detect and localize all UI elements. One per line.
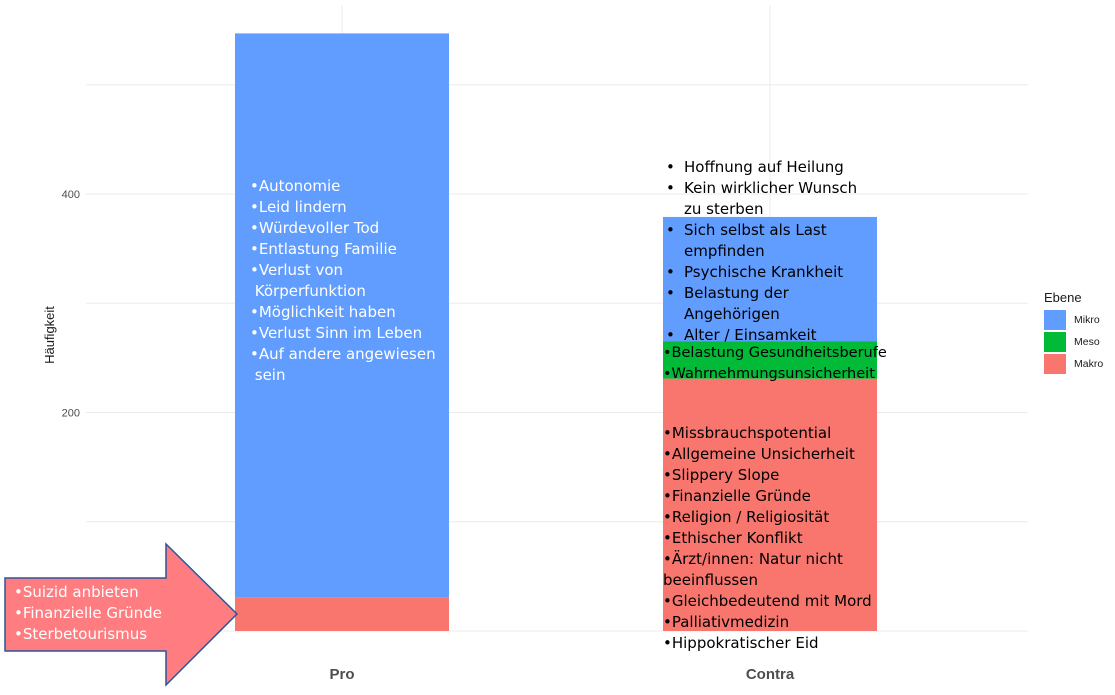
pro-mikro-annotation: •Autonomie •Leid lindern •Würdevoller To… bbox=[250, 176, 450, 386]
annotation-line: •Allgemeine Unsicherheit bbox=[663, 445, 855, 463]
legend-swatch-mikro bbox=[1044, 310, 1066, 330]
y-tick-label: 400 bbox=[62, 189, 80, 201]
legend-label-mikro: Mikro bbox=[1074, 314, 1100, 326]
annotation-line: •Missbrauchspotential bbox=[663, 424, 832, 442]
annotation-line: Körperfunktion bbox=[250, 282, 366, 300]
bar-makro-contra bbox=[663, 378, 877, 631]
grid bbox=[86, 5, 1028, 632]
y-tick-label: 200 bbox=[62, 408, 80, 420]
annotation-line: •Möglichkeit haben bbox=[250, 303, 396, 321]
annotation-line: sein bbox=[250, 366, 286, 384]
annotation-line: Alter / Einsamkeit bbox=[664, 325, 864, 346]
annotation-line: •Würdevoller Tod bbox=[250, 219, 380, 237]
contra-meso-annotation: •Belastung Gesundheitsberufe •Wahrnehmun… bbox=[663, 343, 893, 385]
annotation-line: •Auf andere angewiesen bbox=[250, 345, 436, 363]
annotation-line: Sich selbst als Last empfinden bbox=[664, 220, 864, 262]
annotation-line: •Gleichbedeutend mit Mord bbox=[663, 592, 872, 610]
x-tick-label: Pro bbox=[329, 666, 354, 683]
legend-item-makro: Makro bbox=[1044, 353, 1103, 375]
pro-makro-arrow-annotation: •Suizid anbieten •Finanzielle Gründe •St… bbox=[14, 582, 184, 645]
contra-mikro-annotation: Hoffnung auf Heilung Kein wirklicher Wun… bbox=[664, 157, 864, 346]
legend: Ebene Mikro Meso Makro bbox=[1044, 290, 1103, 375]
annotation-line: •Religion / Religiosität bbox=[663, 508, 830, 526]
annotation-line: Belastung der Angehörigen bbox=[664, 283, 864, 325]
annotation-line: Hoffnung auf Heilung bbox=[664, 157, 864, 178]
contra-makro-annotation: •Missbrauchspotential •Allgemeine Unsich… bbox=[663, 423, 873, 654]
bar-mikro-pro bbox=[235, 33, 449, 598]
annotation-line: Psychische Krankheit bbox=[664, 262, 864, 283]
legend-title: Ebene bbox=[1044, 290, 1082, 305]
annotation-line: •Palliativmedizin bbox=[663, 613, 790, 631]
annotation-line: •Leid lindern bbox=[250, 198, 347, 216]
legend-swatch-meso bbox=[1044, 332, 1066, 352]
x-tick-label: Contra bbox=[746, 666, 795, 683]
y-axis-title: Häufigkeit bbox=[42, 306, 57, 364]
legend-swatch-makro bbox=[1044, 354, 1066, 374]
annotation-line: •Hippokratischer Eid bbox=[663, 634, 819, 652]
annotation-line: •Sterbetourismus bbox=[14, 625, 148, 643]
annotation-line: •Suizid anbieten bbox=[14, 583, 139, 601]
annotation-line: •Finanzielle Gründe bbox=[14, 604, 162, 622]
annotation-line: •Verlust von bbox=[250, 261, 344, 279]
annotation-line: •Slippery Slope bbox=[663, 466, 780, 484]
legend-item-mikro: Mikro bbox=[1044, 309, 1103, 331]
legend-label-meso: Meso bbox=[1074, 336, 1100, 348]
legend-label-makro: Makro bbox=[1074, 358, 1104, 370]
annotation-line: •Wahrnehmungsunsicherheit bbox=[663, 366, 875, 382]
legend-item-meso: Meso bbox=[1044, 331, 1103, 353]
annotation-line: •Verlust Sinn im Leben bbox=[250, 324, 423, 342]
annotation-line: •Entlastung Familie bbox=[250, 240, 397, 258]
annotation-line: •Ärzt/innen: Natur nicht beeinflussen bbox=[663, 550, 843, 589]
annotation-line: •Belastung Gesundheitsberufe bbox=[663, 345, 887, 361]
bar-meso-contra bbox=[663, 341, 877, 379]
arrow-callout bbox=[4, 542, 239, 687]
annotation-line: Kein wirklicher Wunsch zu sterben bbox=[664, 178, 864, 220]
annotation-line: •Finanzielle Gründe bbox=[663, 487, 811, 505]
annotation-line: •Ethischer Konflikt bbox=[663, 529, 803, 547]
annotation-line: •Autonomie bbox=[250, 177, 341, 195]
bar-makro-pro bbox=[235, 597, 449, 631]
